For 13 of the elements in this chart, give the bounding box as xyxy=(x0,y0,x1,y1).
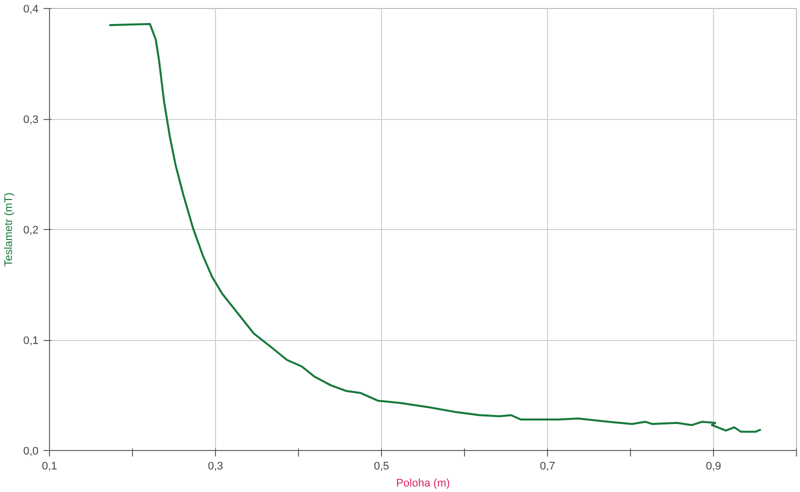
y-tick-label: 0,3 xyxy=(23,114,39,126)
y-axis-title: Teslametr (mT) xyxy=(3,192,16,266)
y-tick-label: 0,4 xyxy=(23,4,39,16)
y-tick-label: 0,1 xyxy=(23,335,39,347)
x-axis-title: Poloha (m) xyxy=(396,478,450,490)
y-tick-label: 0,0 xyxy=(23,446,39,458)
x-tick-label: 0,3 xyxy=(208,460,224,472)
line-series xyxy=(108,22,762,433)
x-tick-label: 0,5 xyxy=(374,460,390,472)
x-tick-label: 0,7 xyxy=(540,460,556,472)
y-tick-label: 0,2 xyxy=(23,224,39,236)
x-tick-label: 0,1 xyxy=(42,460,58,472)
x-tick-label: 0,9 xyxy=(706,460,722,472)
